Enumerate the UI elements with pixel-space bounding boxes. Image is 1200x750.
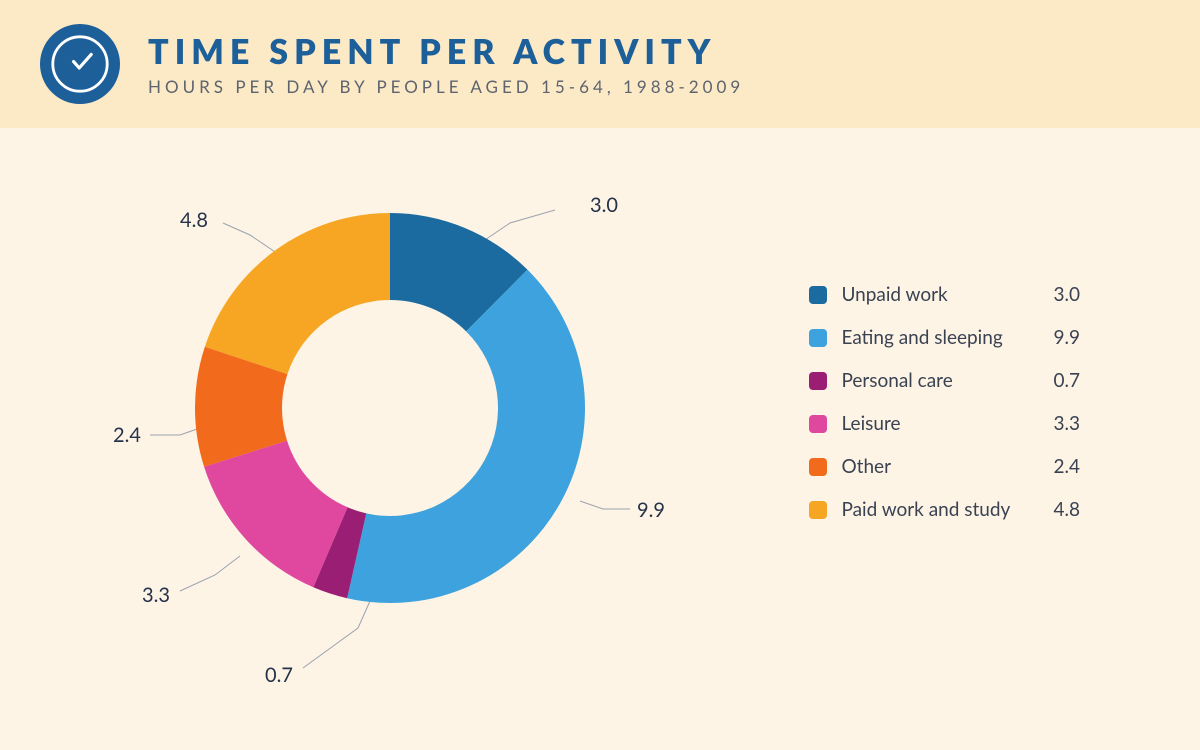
- slice-value-label: 3.0: [590, 193, 618, 217]
- legend-label: Leisure: [841, 412, 1031, 435]
- leader-line: [303, 601, 370, 668]
- slice-value-label: 9.9: [637, 498, 665, 522]
- legend-value: 0.7: [1053, 369, 1080, 392]
- header-bar: TIME SPENT PER ACTIVITY HOURS PER DAY BY…: [0, 0, 1200, 128]
- donut-slice: [205, 213, 390, 374]
- legend-label: Personal care: [841, 369, 1031, 392]
- legend-swatch: [809, 372, 827, 390]
- legend-value: 2.4: [1053, 455, 1080, 478]
- slice-value-label: 2.4: [113, 423, 141, 447]
- page-subtitle: HOURS PER DAY BY PEOPLE AGED 15-64, 1988…: [148, 76, 744, 97]
- slice-value-label: 4.8: [180, 208, 208, 232]
- legend-label: Other: [841, 455, 1031, 478]
- legend-label: Eating and sleeping: [841, 326, 1031, 349]
- legend-swatch: [809, 286, 827, 304]
- legend-swatch: [809, 458, 827, 476]
- legend-value: 9.9: [1053, 326, 1080, 349]
- legend-value: 3.3: [1053, 412, 1080, 435]
- page-title: TIME SPENT PER ACTIVITY: [148, 31, 744, 72]
- slice-value-label: 0.7: [265, 663, 293, 687]
- legend-label: Paid work and study: [841, 498, 1031, 521]
- donut-chart: [190, 208, 590, 608]
- legend-row: Paid work and study 4.8: [809, 498, 1080, 521]
- legend-swatch: [809, 501, 827, 519]
- legend-row: Personal care 0.7: [809, 369, 1080, 392]
- legend-value: 3.0: [1053, 283, 1080, 306]
- clock-icon: [40, 24, 120, 104]
- legend-value: 4.8: [1053, 498, 1080, 521]
- legend-row: Unpaid work 3.0: [809, 283, 1080, 306]
- legend-swatch: [809, 329, 827, 347]
- legend-row: Eating and sleeping 9.9: [809, 326, 1080, 349]
- header-text: TIME SPENT PER ACTIVITY HOURS PER DAY BY…: [148, 31, 744, 97]
- legend-row: Leisure 3.3: [809, 412, 1080, 435]
- chart-area: 3.0 9.9 0.7 3.3 2.4 4.8 Unpaid work 3.0 Eating …: [0, 128, 1200, 738]
- legend-label: Unpaid work: [841, 283, 1031, 306]
- chart-legend: Unpaid work 3.0 Eating and sleeping 9.9 Pers…: [809, 283, 1080, 521]
- slice-value-label: 3.3: [142, 583, 170, 607]
- legend-row: Other 2.4: [809, 455, 1080, 478]
- legend-swatch: [809, 415, 827, 433]
